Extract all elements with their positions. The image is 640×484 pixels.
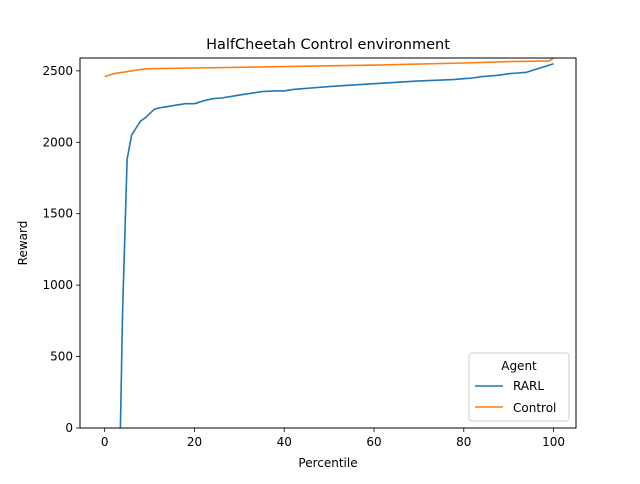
x-tick-label: 80 [456, 435, 471, 449]
y-tick-label: 0 [65, 421, 73, 435]
x-axis-label: Percentile [298, 456, 357, 470]
legend: Agent RARL Control [468, 352, 570, 422]
x-tick-label: 60 [366, 435, 381, 449]
y-axis-ticks: 0 500 1000 1500 2000 2500 [42, 64, 80, 435]
series-line-rarl [119, 62, 554, 428]
x-tick-label: 40 [277, 435, 292, 449]
y-tick-label: 1500 [42, 207, 73, 221]
y-tick-label: 2000 [42, 135, 73, 149]
legend-label-rarl: RARL [513, 379, 544, 393]
y-axis-label: Reward [16, 221, 30, 266]
plot-lines [104, 58, 555, 428]
x-axis-ticks: 0 20 40 60 80 100 [101, 428, 565, 449]
x-tick-label: 0 [101, 435, 109, 449]
y-tick-label: 2500 [42, 64, 73, 78]
legend-box [468, 352, 570, 422]
x-tick-label: 20 [187, 435, 202, 449]
plot-frame [79, 57, 577, 429]
y-tick-label: 500 [50, 350, 73, 364]
chart-title: HalfCheetah Control environment [206, 37, 450, 53]
series-line-control [104, 58, 555, 78]
legend-label-control: Control [513, 401, 556, 415]
x-tick-label: 100 [542, 435, 565, 449]
y-tick-label: 1000 [42, 278, 73, 292]
legend-title: Agent [501, 359, 537, 373]
